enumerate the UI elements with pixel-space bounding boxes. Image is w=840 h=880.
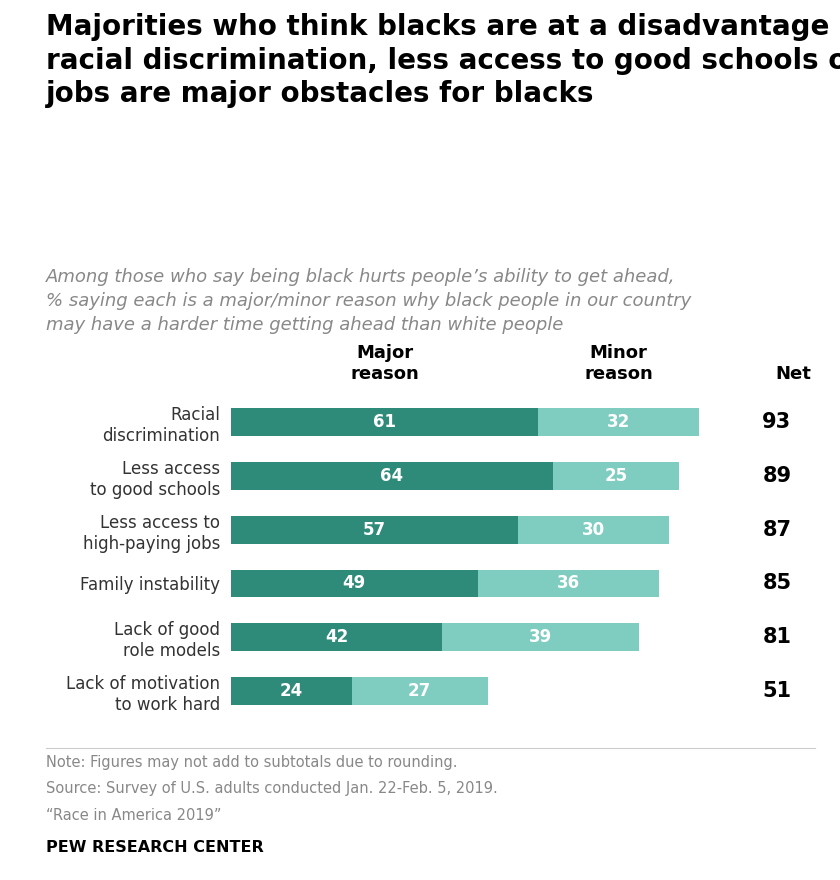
Text: 32: 32 <box>606 413 630 431</box>
Text: Note: Figures may not add to subtotals due to rounding.: Note: Figures may not add to subtotals d… <box>46 755 458 770</box>
Text: 61: 61 <box>373 413 396 431</box>
Text: PEW RESEARCH CENTER: PEW RESEARCH CENTER <box>46 840 264 854</box>
Text: 30: 30 <box>581 521 605 539</box>
Text: 51: 51 <box>763 681 791 701</box>
Text: 25: 25 <box>604 467 627 485</box>
Text: 57: 57 <box>363 521 386 539</box>
Text: 27: 27 <box>408 682 431 700</box>
Bar <box>231 516 517 544</box>
Text: 24: 24 <box>280 682 303 700</box>
Text: 81: 81 <box>763 627 791 648</box>
Text: Majorities who think blacks are at a disadvantage say
racial discrimination, les: Majorities who think blacks are at a dis… <box>46 13 840 108</box>
Bar <box>352 677 487 705</box>
Bar <box>231 677 352 705</box>
Text: 36: 36 <box>557 575 580 592</box>
Text: 87: 87 <box>763 520 791 539</box>
Text: Among those who say being black hurts people’s ability to get ahead,
% saying ea: Among those who say being black hurts pe… <box>46 268 691 334</box>
Text: 49: 49 <box>343 575 366 592</box>
Bar <box>231 462 553 490</box>
Bar <box>231 408 538 436</box>
Text: 85: 85 <box>763 574 791 593</box>
Bar <box>553 462 679 490</box>
Text: Net: Net <box>776 365 811 383</box>
Text: 93: 93 <box>763 412 791 432</box>
Text: Major
reason: Major reason <box>350 344 419 383</box>
Text: 39: 39 <box>529 628 552 646</box>
Bar <box>538 408 699 436</box>
Text: 89: 89 <box>763 466 791 486</box>
Text: 42: 42 <box>325 628 349 646</box>
Text: Source: Survey of U.S. adults conducted Jan. 22-Feb. 5, 2019.: Source: Survey of U.S. adults conducted … <box>46 781 498 796</box>
Bar <box>231 623 443 651</box>
Text: 64: 64 <box>381 467 403 485</box>
Text: “Race in America 2019”: “Race in America 2019” <box>46 808 222 823</box>
Bar <box>477 569 659 598</box>
Bar <box>443 623 638 651</box>
Bar <box>231 569 477 598</box>
Text: Minor
reason: Minor reason <box>584 344 653 383</box>
Bar <box>517 516 669 544</box>
